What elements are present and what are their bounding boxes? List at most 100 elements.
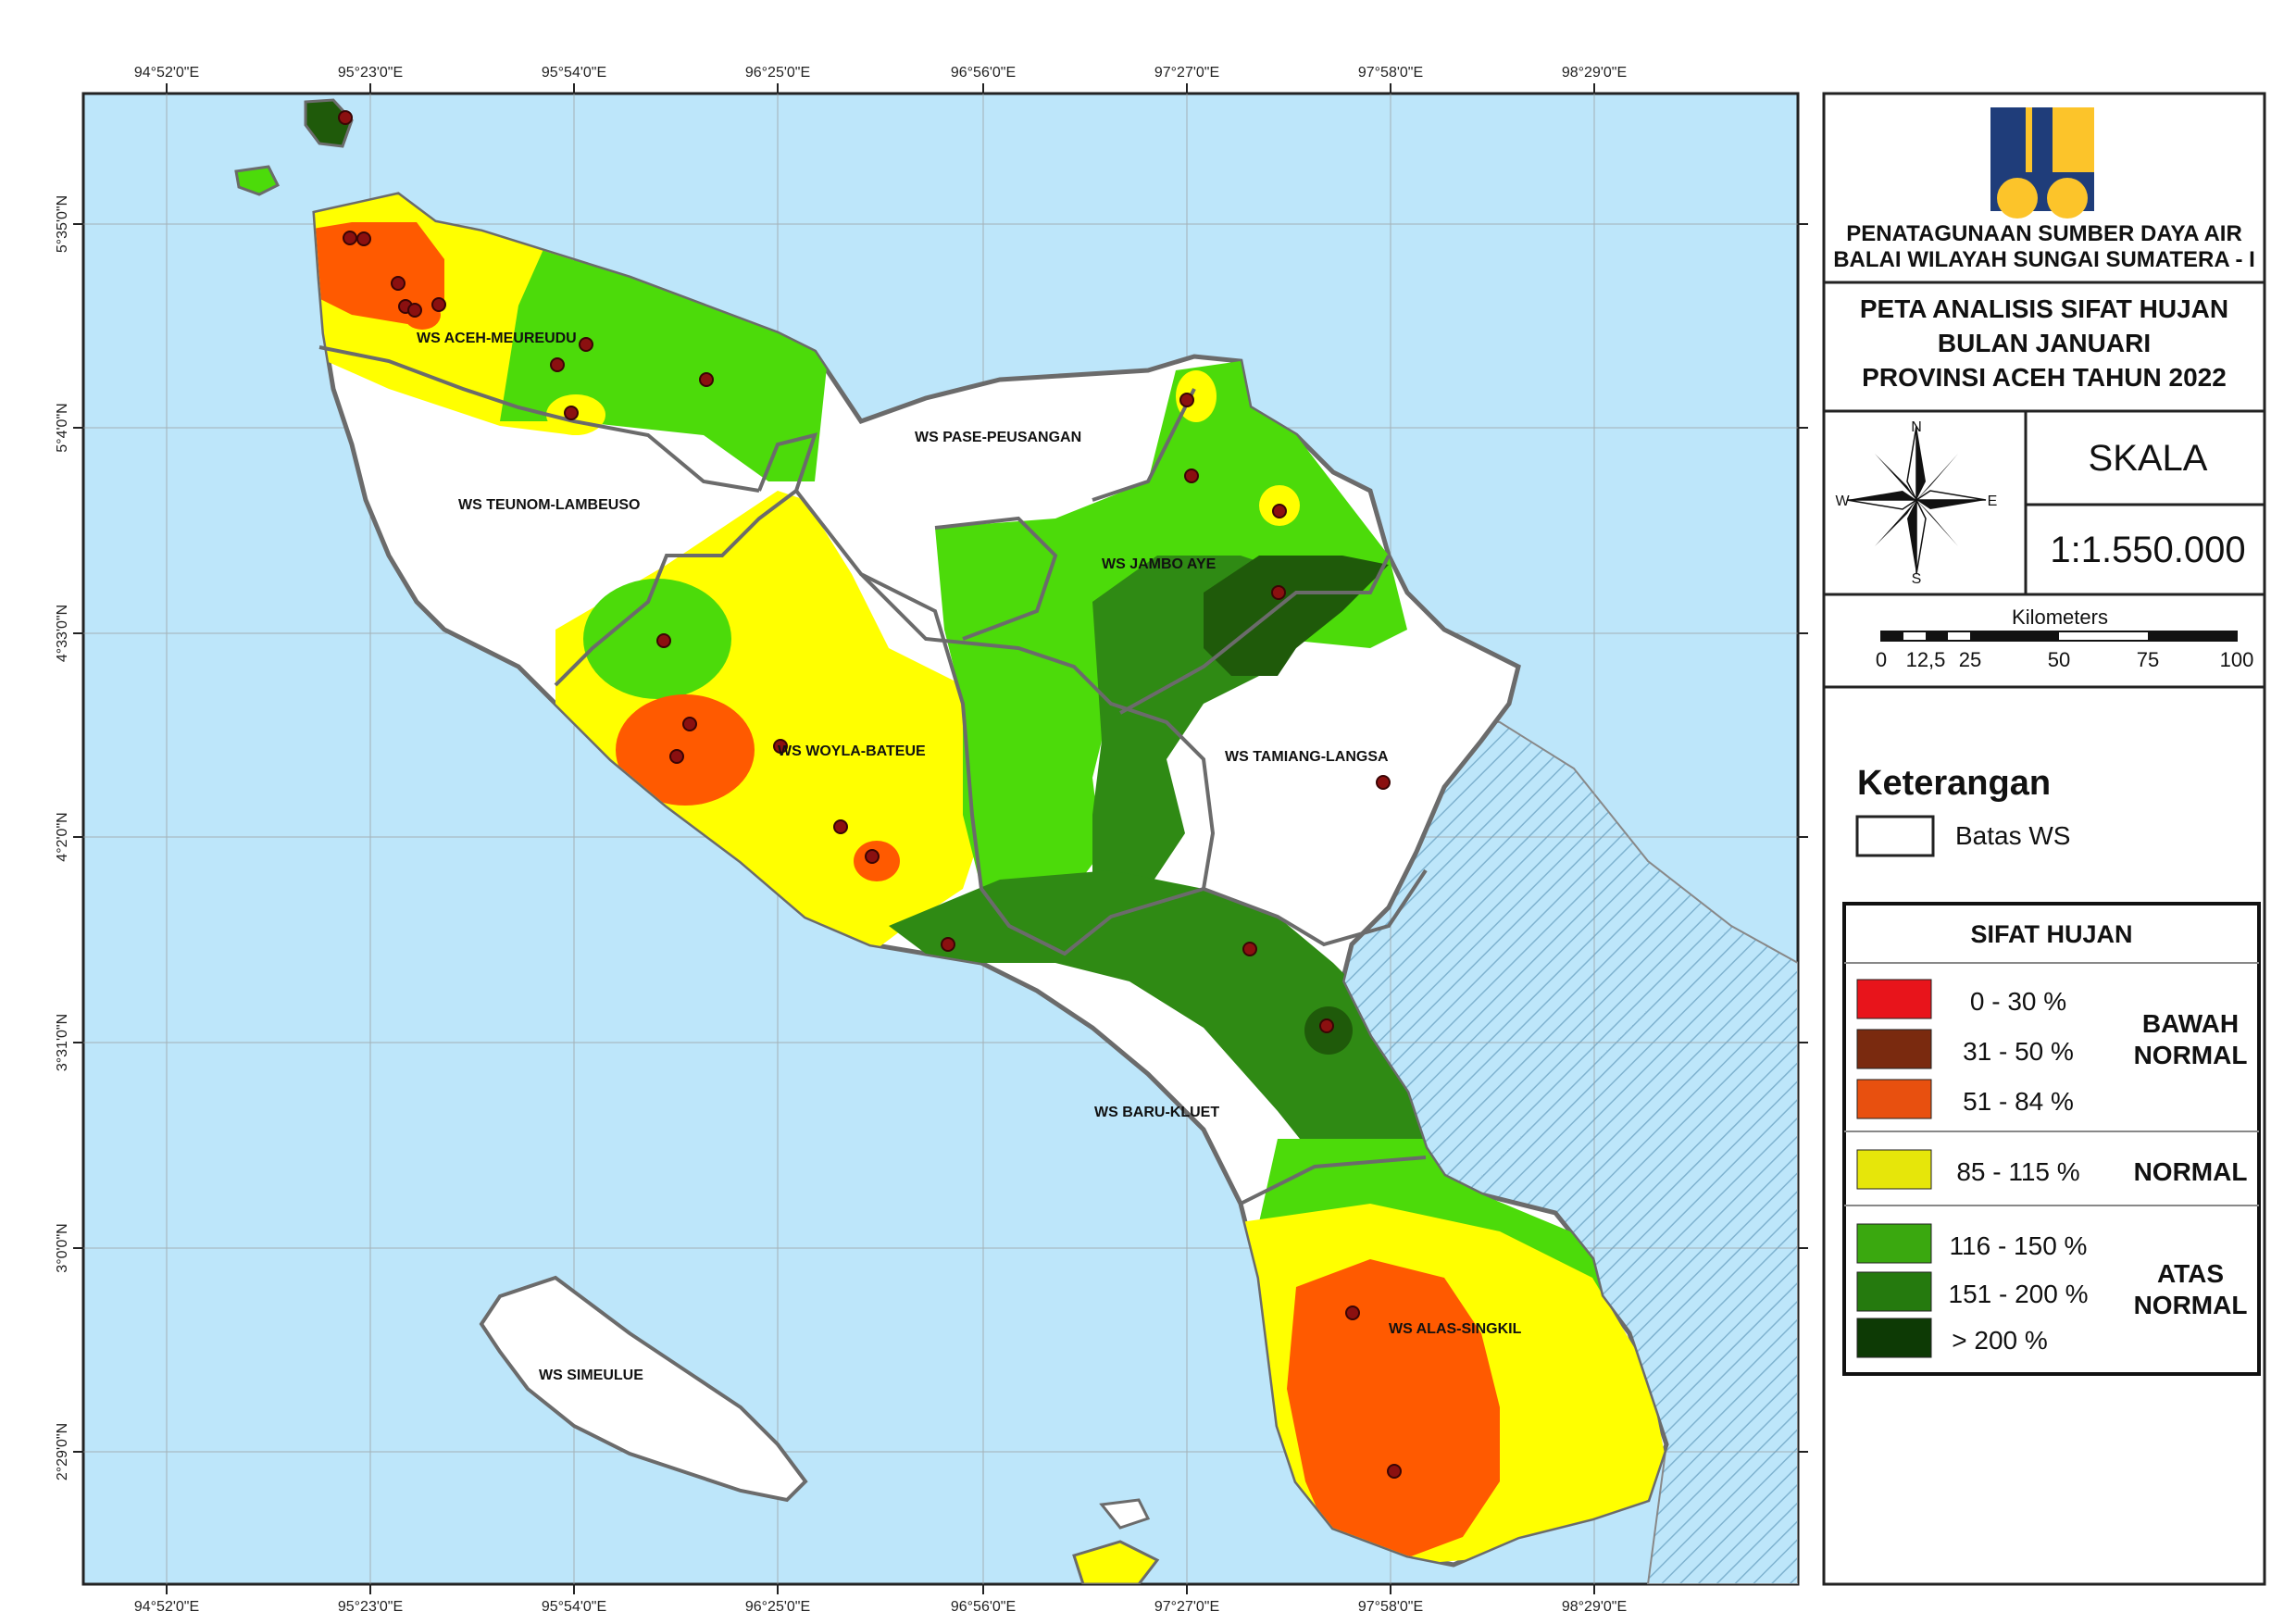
rain-station-marker xyxy=(656,633,671,648)
lon-label-top: 95°23'0"E xyxy=(338,65,403,81)
zone-below-singkil xyxy=(1287,1259,1500,1565)
rain-station-marker xyxy=(865,849,880,864)
legend-swatch xyxy=(1856,1079,1932,1119)
legend-swatch xyxy=(1856,1271,1932,1312)
legend-range: 151 - 200 % xyxy=(1949,1280,2089,1308)
legend-class-normal: 85 - 115 % xyxy=(1856,1149,2080,1190)
rain-station-marker xyxy=(1376,775,1391,790)
zone-below-woyla xyxy=(616,694,755,806)
rain-station-marker xyxy=(1272,504,1287,518)
scale-bar-title: Kilometers xyxy=(2012,606,2108,629)
zone-very-high-jambo xyxy=(1204,556,1389,676)
longitude-labels-bottom: 94°52'0"E 95°23'0"E 95°54'0"E 96°25'0"E … xyxy=(134,1599,1627,1615)
map-title-line-3: PROVINSI ACEH TAHUN 2022 xyxy=(1862,363,2227,392)
zone-above-dark-south xyxy=(889,870,1444,1157)
lat-label: 4°2'0"N xyxy=(55,812,70,861)
lon-label-bottom: 97°58'0"E xyxy=(1358,1599,1423,1615)
rain-station-marker xyxy=(564,406,579,420)
rain-station-marker xyxy=(343,231,357,245)
legend-boundary-swatch xyxy=(1855,815,1935,857)
lat-label: 3°31'0"N xyxy=(55,1014,70,1071)
scale-tick: 25 xyxy=(1959,648,1981,671)
compass-n: N xyxy=(1911,419,1922,435)
rain-station-marker xyxy=(1345,1305,1360,1320)
scale-tick: 75 xyxy=(2137,648,2159,671)
legend-swatch xyxy=(1856,1318,1932,1358)
label-baru-kluet: WS BARU-KLUET xyxy=(1094,1105,1219,1120)
lon-label-top: 97°58'0"E xyxy=(1358,65,1423,81)
lon-label-bottom: 95°23'0"E xyxy=(338,1599,403,1615)
frame-ticks xyxy=(73,83,1808,1594)
agency-line-1: PENATAGUNAAN SUMBER DAYA AIR xyxy=(1846,221,2242,246)
legend-class-above-151-200: 151 - 200 % xyxy=(1856,1271,2089,1312)
rain-station-marker xyxy=(1387,1464,1402,1479)
rain-station-marker xyxy=(682,717,697,731)
lon-label-top: 97°27'0"E xyxy=(1154,65,1219,81)
compass-w: W xyxy=(1835,493,1850,509)
legend-swatch xyxy=(1856,1029,1932,1069)
ws-labels: WS ACEH-MEUREUDU WS PASE-PEUSANGAN WS TE… xyxy=(417,331,1522,1383)
scale-tick: 100 xyxy=(2220,648,2254,671)
rain-station-marker xyxy=(1271,585,1286,600)
legend-range: 116 - 150 % xyxy=(1950,1231,2088,1260)
ws-boundaries xyxy=(318,345,1428,1206)
longitude-labels-top: 94°52'0"E 95°23'0"E 95°54'0"E 96°25'0"E … xyxy=(134,65,1627,81)
lon-label-bottom: 97°27'0"E xyxy=(1154,1599,1219,1615)
legend-group-above-2: NORMAL xyxy=(2134,1291,2248,1319)
simeulue-island xyxy=(479,1275,808,1503)
label-jambo-aye: WS JAMBO AYE xyxy=(1102,556,1217,572)
compass-s: S xyxy=(1912,571,1922,587)
lon-label-bottom: 96°25'0"E xyxy=(745,1599,810,1615)
legend-range: 85 - 115 % xyxy=(1956,1157,2079,1186)
lat-label: 5°35'0"N xyxy=(55,195,70,253)
lon-label-bottom: 96°56'0"E xyxy=(951,1599,1016,1615)
weh-island xyxy=(304,98,354,148)
legend-class-above-200: > 200 % xyxy=(1856,1318,2048,1358)
legend-group-above-1: ATAS xyxy=(2157,1259,2224,1288)
rain-station-marker xyxy=(579,337,593,352)
lon-label-top: 94°52'0"E xyxy=(134,65,199,81)
label-pase-peusangan: WS PASE-PEUSANGAN xyxy=(915,430,1081,445)
legend-class-above-116-150: 116 - 150 % xyxy=(1856,1223,2088,1264)
legend-group-below-1: BAWAH xyxy=(2142,1009,2239,1038)
legend-group-below-2: NORMAL xyxy=(2134,1041,2248,1069)
label-alas-singkil: WS ALAS-SINGKIL xyxy=(1389,1321,1522,1337)
legend-swatch xyxy=(1856,1149,1932,1190)
lon-label-top: 96°25'0"E xyxy=(745,65,810,81)
scale-heading: SKALA xyxy=(2089,438,2208,479)
rain-station-marker xyxy=(338,110,353,125)
rain-station-marker xyxy=(699,372,714,387)
rain-station-marker xyxy=(1179,393,1194,407)
map-title-line-2: BULAN JANUARI xyxy=(1938,329,2151,357)
legend-class-below-51-84: 51 - 84 % xyxy=(1856,1079,2074,1119)
lat-label: 3°0'0"N xyxy=(55,1223,70,1272)
legend-range: > 200 % xyxy=(1952,1326,2048,1355)
label-woyla-bateue: WS WOYLA-BATEUE xyxy=(778,743,926,759)
legend-swatch xyxy=(1856,979,1932,1019)
rain-station-marker xyxy=(941,937,955,952)
map-title-line-1: PETA ANALISIS SIFAT HUJAN xyxy=(1860,294,2228,323)
lat-label: 4°33'0"N xyxy=(55,605,70,662)
scale-ratio: 1:1.550.000 xyxy=(2050,530,2245,570)
label-teunom-lambeuso: WS TEUNOM-LAMBEUSO xyxy=(458,497,640,513)
legend-range: 31 - 50 % xyxy=(1963,1037,2074,1066)
rain-station-marker xyxy=(669,749,684,764)
lon-label-top: 98°29'0"E xyxy=(1562,65,1627,81)
latitude-labels: 5°35'0"N 5°4'0"N 4°33'0"N 4°2'0"N 3°31'0… xyxy=(55,195,70,1480)
rain-station-marker xyxy=(407,303,422,318)
pu-logo xyxy=(1990,107,2094,219)
zone-below-banda xyxy=(315,222,444,324)
rain-station-marker xyxy=(773,739,788,754)
legend-swatch xyxy=(1856,1223,1932,1264)
rain-stations xyxy=(338,110,1402,1479)
rain-station-marker xyxy=(356,231,371,246)
legend-class-below-0-30: 0 - 30 % xyxy=(1856,979,2066,1019)
lon-label-bottom: 94°52'0"E xyxy=(134,1599,199,1615)
legend-group-normal: NORMAL xyxy=(2134,1157,2248,1186)
scale-tick: 50 xyxy=(2048,648,2070,671)
legend-table-title: SIFAT HUJAN xyxy=(1970,920,2132,948)
rain-station-marker xyxy=(1242,942,1257,956)
north-arrow-icon: N S W E xyxy=(1835,419,1997,587)
legend-range: 51 - 84 % xyxy=(1963,1087,2074,1116)
